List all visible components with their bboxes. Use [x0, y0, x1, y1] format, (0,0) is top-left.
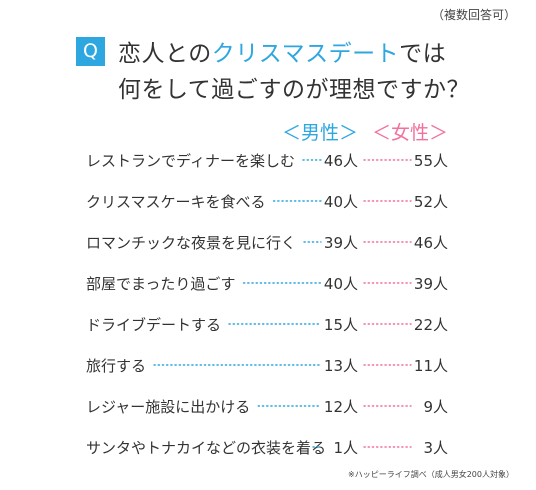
female-value: 46人 [414, 234, 448, 252]
category-label: サンタやトナカイなどの衣装を着る [86, 439, 326, 457]
question-title-line2: 何をして過ごすのが理想ですか？ [118, 77, 471, 103]
question-title-line1: 恋人とのクリスマスデートでは [118, 34, 446, 68]
male-value: 40人 [324, 275, 358, 293]
title-prefix: 恋人との [118, 41, 212, 67]
category-label: 旅行する [86, 357, 146, 375]
category-label: レジャー施設に出かける [86, 398, 250, 416]
category-label: ドライブデートする [86, 316, 221, 334]
category-label: ロマンチックな夜景を見に行く [86, 234, 296, 252]
female-value: 11人 [414, 357, 448, 375]
male-value: 40人 [324, 193, 358, 211]
male-value: 12人 [324, 398, 358, 416]
female-value: 39人 [414, 275, 448, 293]
male-value: 39人 [324, 234, 358, 252]
female-value: 22人 [414, 316, 448, 334]
male-value: 1人 [333, 439, 358, 457]
question-badge: Q [76, 37, 105, 66]
female-value: 52人 [414, 193, 448, 211]
female-value: 3人 [423, 439, 448, 457]
title-highlight: クリスマスデート [211, 41, 400, 67]
category-label: レストランでディナーを楽しむ [86, 152, 295, 170]
female-value: 9人 [423, 398, 448, 416]
legend-female: ＜女性＞ [372, 122, 449, 144]
female-value: 55人 [414, 152, 448, 170]
multiple-answer-note: （複数回答可） [431, 8, 516, 22]
male-value: 46人 [324, 152, 358, 170]
category-label: 部屋でまったり過ごす [86, 275, 236, 293]
category-label: クリスマスケーキを食べる [86, 193, 266, 211]
male-value: 13人 [324, 357, 358, 375]
male-value: 15人 [324, 316, 358, 334]
legend-male: ＜男性＞ [282, 122, 359, 144]
source-footnote: ※ハッピーライフ調べ（成人男女200人対象） [348, 470, 514, 479]
title-suffix: では [399, 41, 447, 67]
